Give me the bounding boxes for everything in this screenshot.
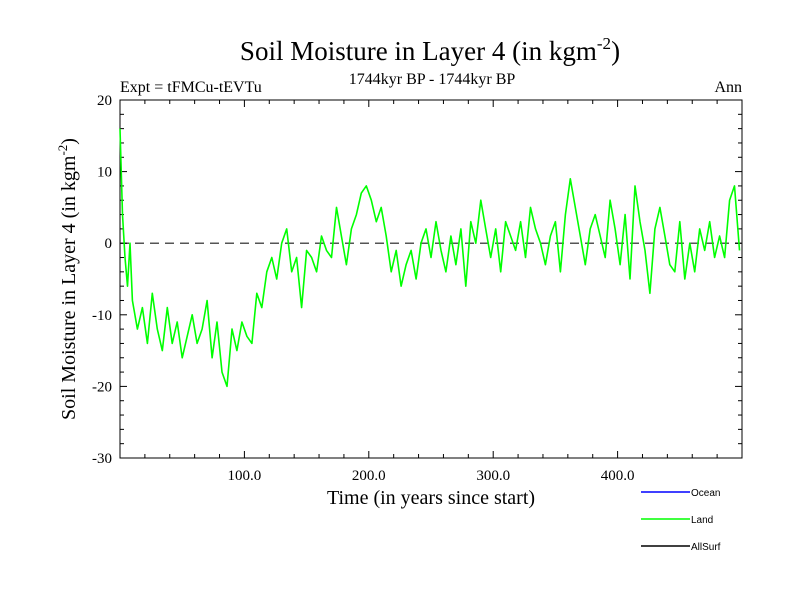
y-tick-label: 0 — [105, 236, 113, 252]
legend-label-allsurf: AllSurf — [691, 542, 721, 553]
x-tick-label: 400.0 — [601, 468, 635, 484]
y-axis-label: Soil Moisture in Layer 4 (in kgm-2) — [55, 138, 80, 420]
chart-title: Soil Moisture in Layer 4 (in kgm-2) — [240, 34, 620, 66]
experiment-label: Expt = tFMCu-tEVTu — [120, 79, 262, 96]
y-tick-label: 20 — [97, 93, 112, 109]
series-line-land — [119, 128, 741, 388]
time-range-label: 1744kyr BP - 1744kyr BP — [349, 71, 516, 88]
x-axis: 100.0 200.0 300.0 400.0 — [144, 100, 718, 484]
x-tick-label: 300.0 — [476, 468, 510, 484]
y-tick-label: -20 — [92, 379, 112, 395]
legend-label-land: Land — [691, 515, 713, 526]
x-tick-label: 100.0 — [228, 468, 262, 484]
legend-label-ocean: Ocean — [691, 488, 720, 499]
y-tick-label: -10 — [92, 308, 112, 324]
season-label: Ann — [714, 79, 742, 96]
x-tick-label: 200.0 — [352, 468, 386, 484]
y-tick-label: -30 — [92, 451, 112, 467]
legend: Ocean Land AllSurf — [641, 488, 721, 553]
x-axis-label: Time (in years since start) — [327, 487, 535, 509]
plot-frame — [119, 99, 743, 459]
y-axis: 20 10 0 -10 -20 -30 — [92, 93, 742, 467]
y-tick-label: 10 — [97, 165, 112, 181]
